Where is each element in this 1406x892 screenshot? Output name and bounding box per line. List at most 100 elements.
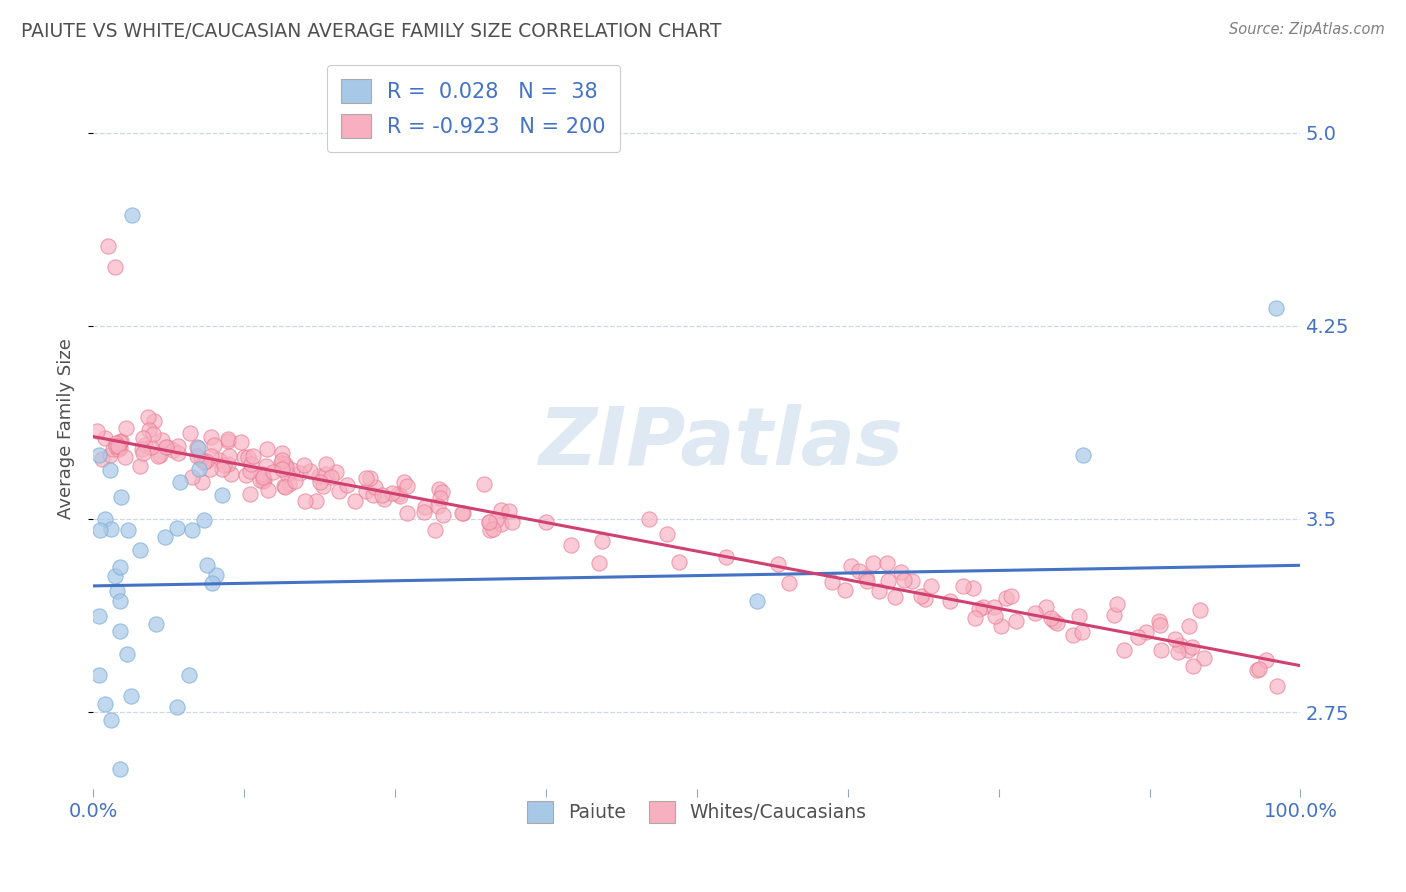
Point [1035,599,1057,614]
Point [560,537,582,551]
Point [131,442,153,456]
Point [305,494,328,508]
Point [655,527,678,541]
Point [478,515,501,529]
Point [714,549,737,564]
Point [240,457,263,471]
Point [1004,614,1026,628]
Point [208,452,231,467]
Point [432,508,454,522]
Point [142,426,165,441]
Point [1126,630,1149,644]
Point [890,565,912,579]
Point [1062,628,1084,642]
Point [200,462,222,476]
Point [212,458,235,472]
Point [94,431,117,445]
Point [914,591,936,606]
Point [155,440,177,454]
Point [254,458,277,473]
Point [274,480,297,494]
Point [668,555,690,569]
Point [249,473,271,487]
Point [86,424,108,438]
Point [354,471,377,485]
Point [256,442,278,456]
Point [972,600,994,615]
Point [588,556,610,570]
Point [995,591,1018,606]
Point [186,440,208,454]
Point [901,574,924,589]
Point [482,522,505,536]
Point [235,468,257,483]
Point [87,668,110,682]
Point [107,439,129,453]
Point [229,435,252,450]
Point [105,438,128,452]
Point [167,446,190,460]
Point [98,462,121,476]
Point [312,478,335,492]
Point [100,713,122,727]
Point [591,533,613,548]
Point [217,457,239,471]
Point [429,491,451,505]
Point [430,484,453,499]
Point [134,438,156,452]
Point [87,448,110,462]
Point [284,474,307,488]
Point [396,506,419,520]
Point [87,608,110,623]
Point [848,564,870,578]
Point [217,433,239,447]
Point [271,462,294,476]
Point [990,619,1012,633]
Point [200,430,222,444]
Point [841,558,863,573]
Point [252,474,274,488]
Point [110,434,132,449]
Point [166,700,188,714]
Point [114,450,136,465]
Point [451,506,474,520]
Point [491,503,513,517]
Point [149,449,172,463]
Point [308,475,330,490]
Point [1149,617,1171,632]
Point [910,589,932,603]
Point [392,475,415,490]
Point [233,450,256,464]
Point [104,260,127,274]
Point [498,504,520,518]
Point [451,507,474,521]
Point [834,582,856,597]
Point [186,449,208,463]
Point [166,440,188,454]
Point [169,475,191,489]
Point [387,487,409,501]
Point [271,446,294,460]
Point [478,516,501,530]
Point [778,576,800,591]
Point [1178,619,1201,633]
Point [373,491,395,506]
Point [325,465,347,479]
Point [281,463,304,477]
Point [138,410,160,425]
Point [204,568,226,582]
Point [315,457,337,471]
Point [427,482,450,496]
Legend: Paiute, Whites/Caucasians: Paiute, Whites/Caucasians [519,794,875,830]
Point [1071,624,1094,639]
Point [1168,638,1191,652]
Point [395,479,418,493]
Point [257,483,280,497]
Text: PAIUTE VS WHITE/CAUCASIAN AVERAGE FAMILY SIZE CORRELATION CHART: PAIUTE VS WHITE/CAUCASIAN AVERAGE FAMILY… [21,22,721,41]
Point [856,574,879,588]
Point [315,467,337,481]
Point [426,499,449,513]
Point [148,450,170,464]
Point [328,484,350,499]
Point [108,594,131,608]
